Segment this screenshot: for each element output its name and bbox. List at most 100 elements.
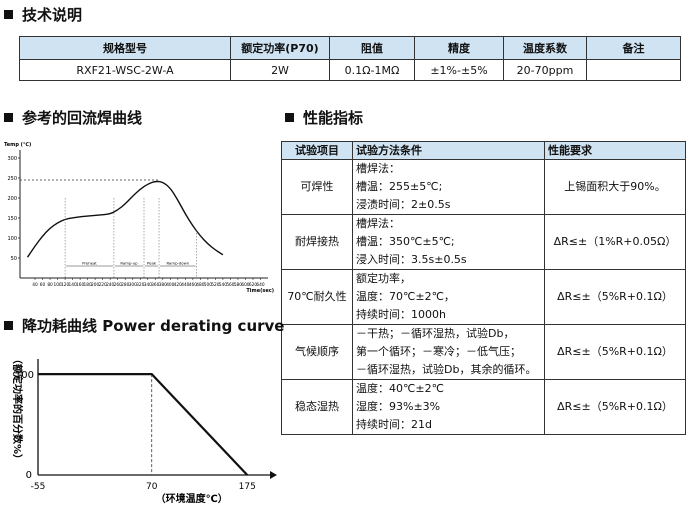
table-row: 可焊性 槽焊法： 槽温：255±5℃; 浸渍时间：2±0.5s 上锡面积大于90%。 — [281, 159, 686, 215]
x-tick-label: 620 — [249, 282, 257, 288]
condition-line: 温度：70℃±2℃， — [356, 290, 455, 303]
spec-table-row: RXF21-WSC-2W-A 2W 0.1Ω-1MΩ ±1%-±5% 20-70… — [19, 59, 681, 81]
section-title-derating: 降功耗曲线 Power derating curve — [4, 315, 284, 336]
region-label: Peak — [147, 261, 157, 266]
x-tick-label: 440 — [181, 282, 189, 288]
requirement: ΔR≤±（5%R+0.1Ω） — [544, 379, 686, 435]
spec-table-header: 规格型号 额定功率(P70) 阻值 精度 温度系数 备注 — [19, 36, 681, 60]
perf-table-header: 试验项目 试验方法条件 性能要求 — [281, 141, 686, 160]
spec-table: 规格型号 额定功率(P70) 阻值 精度 温度系数 备注 RXF21-WSC-2… — [19, 36, 681, 81]
bullet-square-icon — [4, 113, 13, 122]
region-label: Ramp-up — [120, 261, 138, 266]
x-tick-label: 120 — [61, 282, 69, 288]
condition-line: －干热；－循环湿热，试验Db， — [356, 327, 515, 340]
y-tick-label: 100 — [15, 370, 34, 381]
test-condition: 槽焊法： 槽温：350℃±5℃; 浸入时间：3.5s±0.5s — [352, 214, 545, 270]
x-tick-label: 220 — [99, 282, 107, 288]
header-cell: 规格型号 — [19, 36, 231, 60]
condition-line: 槽焊法： — [356, 162, 400, 175]
cell: RXF21-WSC-2W-A — [19, 59, 231, 81]
condition-line: 第一个循环；－寒冷；－低气压； — [356, 345, 521, 358]
x-tick-label: 175 — [239, 482, 256, 492]
test-condition: 槽焊法： 槽温：255±5℃; 浸渍时间：2±0.5s — [352, 159, 545, 215]
x-tick-label: 180 — [84, 282, 92, 288]
x-tick-label: 640 — [256, 282, 264, 288]
x-tick-label: 260 — [114, 282, 122, 288]
header-cell: 精度 — [414, 36, 504, 60]
cell: 20-70ppm — [503, 59, 587, 81]
y-tick-label: 100 — [7, 236, 17, 242]
x-tick-label: 100 — [53, 282, 61, 288]
x-tick-label: 540 — [219, 282, 227, 288]
x-tick-label: 80 — [47, 282, 53, 288]
header-cell: 性能要求 — [544, 141, 686, 160]
x-tick-label: 240 — [106, 282, 114, 288]
test-item: 气候顺序 — [281, 324, 353, 380]
x-tick-label: 380 — [159, 282, 167, 288]
y-tick-label: 150 — [7, 216, 17, 222]
x-tick-label: 560 — [226, 282, 234, 288]
x-tick-label: 360 — [151, 282, 159, 288]
condition-line: 槽焊法： — [356, 217, 400, 230]
requirement: ΔR≤±（5%R+0.1Ω） — [544, 269, 686, 325]
condition-line: 持续时间：1000h — [356, 308, 446, 321]
cell: 2W — [230, 59, 330, 81]
x-tick-label: 320 — [136, 282, 144, 288]
condition-line: 浸入时间：3.5s±0.5s — [356, 253, 467, 266]
header-cell: 温度系数 — [503, 36, 587, 60]
x-tick-label: 420 — [174, 282, 182, 288]
reflow-curve — [26, 180, 224, 258]
y-axis-label: （额定功率的百分数%） — [11, 354, 24, 464]
x-tick-label: 480 — [196, 282, 204, 288]
y-tick-label: 200 — [7, 196, 17, 202]
x-tick-label: 200 — [91, 282, 99, 288]
condition-line: 温度：40℃±2℃ — [356, 382, 444, 395]
table-row: 耐焊接热 槽焊法： 槽温：350℃±5℃; 浸入时间：3.5s±0.5s ΔR≤±（1%… — [281, 214, 686, 270]
bullet-square-icon — [4, 10, 13, 19]
table-row: 气候顺序 －干热；－循环湿热，试验Db， 第一个循环；－寒冷；－低气压； －循环湿热，… — [281, 324, 686, 380]
x-tick-label: 160 — [76, 282, 84, 288]
x-axis-label: Time(sec) — [246, 288, 274, 294]
condition-line: 额定功率， — [356, 272, 411, 285]
header-cell: 阻值 — [329, 36, 415, 60]
test-condition: 温度：40℃±2℃ 湿度：93%±3% 持续时间：21d — [352, 379, 545, 435]
test-item: 耐焊接热 — [281, 214, 353, 270]
bullet-square-icon — [285, 113, 294, 122]
y-tick-label: 300 — [7, 156, 17, 162]
test-condition: －干热；－循环湿热，试验Db， 第一个循环；－寒冷；－低气压； －循环湿热，试验Db… — [352, 324, 545, 380]
cell: ±1%-±5% — [414, 59, 504, 81]
region-label: Ramp-down — [167, 261, 190, 266]
section-title-reflow: 参考的回流焊曲线 — [4, 107, 142, 128]
cell: 0.1Ω-1MΩ — [329, 59, 415, 81]
derating-curve — [38, 373, 249, 476]
y-tick-label: 250 — [7, 176, 17, 182]
derating-chart: （额定功率的百分数%）100 0-55 70 175 （环境温度℃） — [11, 354, 277, 505]
header-cell: 备注 — [586, 36, 681, 60]
test-item: 70℃耐久性 — [281, 269, 353, 325]
condition-line: 持续时间：21d — [356, 418, 432, 431]
x-axis-arrow-icon — [270, 471, 277, 479]
condition-line: －循环湿热，试验Db，其余的循环。 — [356, 363, 537, 376]
requirement: 上锡面积大于90%。 — [544, 159, 686, 215]
section-title-tech: 技术说明 — [4, 4, 82, 25]
x-tick-label: 460 — [189, 282, 197, 288]
y-axis-label: Temp (℃) — [4, 142, 31, 148]
bullet-square-icon — [4, 321, 13, 330]
condition-line: 浸渍时间：2±0.5s — [356, 198, 451, 211]
x-tick-label: 500 — [204, 282, 212, 288]
table-row: 稳态湿热 温度：40℃±2℃ 湿度：93%±3% 持续时间：21d ΔR≤±（5%R+0… — [281, 379, 686, 435]
condition-line: 湿度：93%±3% — [356, 400, 441, 413]
x-tick-label: 70 — [146, 482, 158, 492]
requirement: ΔR≤±（1%R+0.05Ω） — [544, 214, 686, 270]
x-tick-label: 400 — [166, 282, 174, 288]
x-axis-label: （环境温度℃） — [156, 492, 228, 505]
x-tick-label: 520 — [211, 282, 219, 288]
y-tick-label: 0 — [26, 470, 32, 481]
condition-line: 槽温：350℃±5℃; — [356, 235, 455, 248]
x-tick-label: 580 — [234, 282, 242, 288]
test-item: 稳态湿热 — [281, 379, 353, 435]
x-tick-label: 60 — [40, 282, 46, 288]
cell — [586, 59, 681, 81]
test-item: 可焊性 — [281, 159, 353, 215]
